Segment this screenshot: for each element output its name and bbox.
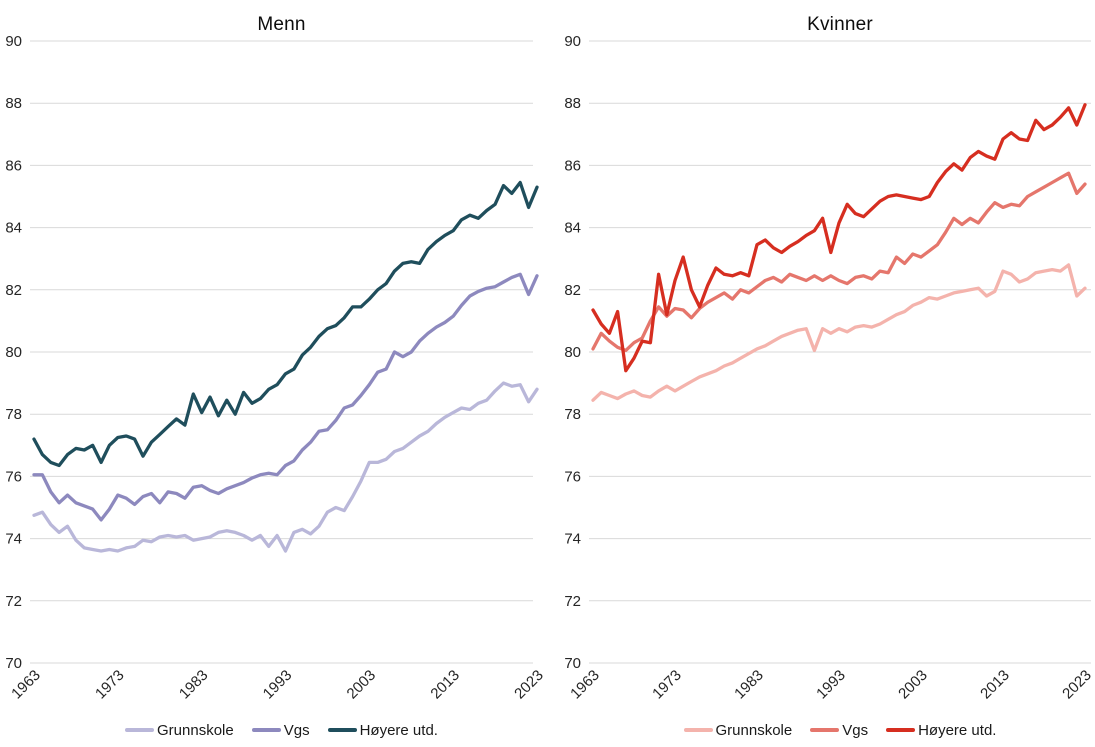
x-axis-tick-1993: 1993: [813, 667, 849, 703]
y-axis-tick-82: 82: [5, 282, 22, 299]
y-axis-tick-86: 86: [564, 157, 581, 174]
y-axis-tick-76: 76: [5, 468, 22, 485]
y-axis-tick-84: 84: [564, 220, 581, 237]
x-axis-tick-2013: 2013: [427, 667, 463, 703]
legend-label-vgs: Vgs: [842, 721, 869, 739]
y-axis-tick-88: 88: [5, 95, 22, 112]
chart-menn-plot: 70 72 74 76 78 80 82 84 86 88 90 1963 1973 1983 1993 20…: [5, 33, 547, 703]
legend-label-grunnskole: Grunnskole: [157, 721, 234, 739]
legend-swatch-vgs: [251, 728, 281, 732]
legend-swatch-h-yere-utd: [886, 728, 916, 732]
legend-swatch-grunnskole: [683, 728, 713, 732]
legend-label-vgs: Vgs: [283, 721, 310, 739]
chart-kvinner-plot: 70 72 74 76 78 80 82 84 86 88 90 1963 1973 1983 1993 20…: [564, 33, 1094, 703]
y-axis-tick-72: 72: [564, 593, 581, 610]
series-line-grunnskole: [591, 263, 1087, 402]
legend-item-grunnskole: Grunnskole: [683, 721, 793, 739]
chart-menn-title: Menn: [257, 14, 306, 35]
series-line-h-yere-utd: [591, 103, 1087, 373]
y-axis-tick-70: 70: [5, 655, 22, 672]
legend-item-vgs: Vgs: [810, 722, 868, 739]
legend-item-h-yere-utd: Høyere utd.: [327, 721, 438, 739]
legend-label-grunnskole: Grunnskole: [715, 721, 793, 739]
legend-swatch-h-yere-utd: [327, 728, 357, 732]
chart-menn-legend: Grunnskole Vgs Høyere utd.: [30, 717, 533, 743]
x-axis-tick-2013: 2013: [977, 667, 1013, 703]
y-axis-tick-90: 90: [564, 33, 581, 50]
x-axis-tick-2023: 2023: [1059, 667, 1094, 703]
chart-kvinner-legend: Grunnskole Vgs Høyere utd.: [589, 717, 1091, 743]
x-axis-tick-1983: 1983: [176, 667, 212, 703]
x-axis-tick-1963: 1963: [8, 667, 44, 703]
y-axis-tick-88: 88: [564, 95, 581, 112]
legend-item-vgs: Vgs: [251, 721, 310, 739]
x-axis-tick-2003: 2003: [344, 667, 380, 703]
chart-kvinner-title: Kvinner: [807, 14, 873, 35]
x-axis-tick-1963: 1963: [567, 667, 603, 703]
y-axis-tick-74: 74: [5, 531, 22, 548]
y-axis-tick-90: 90: [5, 33, 22, 50]
legend-swatch-vgs: [810, 728, 840, 732]
x-axis-tick-2023: 2023: [511, 667, 547, 703]
legend-label-h-yere-utd: Høyere utd.: [359, 721, 438, 739]
legend-item-grunnskole: Grunnskole: [125, 722, 234, 739]
series-line-h-yere-utd: [32, 180, 539, 468]
x-axis-tick-1993: 1993: [260, 667, 296, 703]
legend-label-h-yere-utd: Høyere utd.: [918, 721, 997, 739]
y-axis-tick-80: 80: [564, 344, 581, 361]
y-axis-tick-74: 74: [564, 531, 581, 548]
chart-kvinner: Kvinner 70 72 74 76 78 80 82 84 86 88 90 1963 1973 19…: [547, 0, 1094, 747]
legend-item-h-yere-utd: Høyere utd.: [886, 722, 996, 739]
series-line-vgs: [591, 171, 1087, 353]
chart-menn: Menn 70 72 74 76 78 80 82 84 86 88 90 1963 1973 1983 1…: [0, 0, 547, 747]
y-axis-tick-84: 84: [5, 220, 22, 237]
y-axis-tick-72: 72: [5, 593, 22, 610]
x-axis-tick-1973: 1973: [92, 667, 128, 703]
series-line-grunnskole: [32, 381, 539, 553]
legend-swatch-grunnskole: [125, 728, 155, 732]
y-axis-tick-78: 78: [564, 406, 581, 423]
x-axis-tick-2003: 2003: [895, 667, 931, 703]
y-axis-tick-78: 78: [5, 406, 22, 423]
series-line-vgs: [32, 272, 539, 522]
y-axis-tick-86: 86: [5, 157, 22, 174]
x-axis-tick-1973: 1973: [649, 667, 685, 703]
x-axis-tick-1983: 1983: [731, 667, 767, 703]
y-axis-tick-82: 82: [564, 282, 581, 299]
y-axis-tick-70: 70: [564, 655, 581, 672]
y-axis-tick-80: 80: [5, 344, 22, 361]
y-axis-tick-76: 76: [564, 468, 581, 485]
